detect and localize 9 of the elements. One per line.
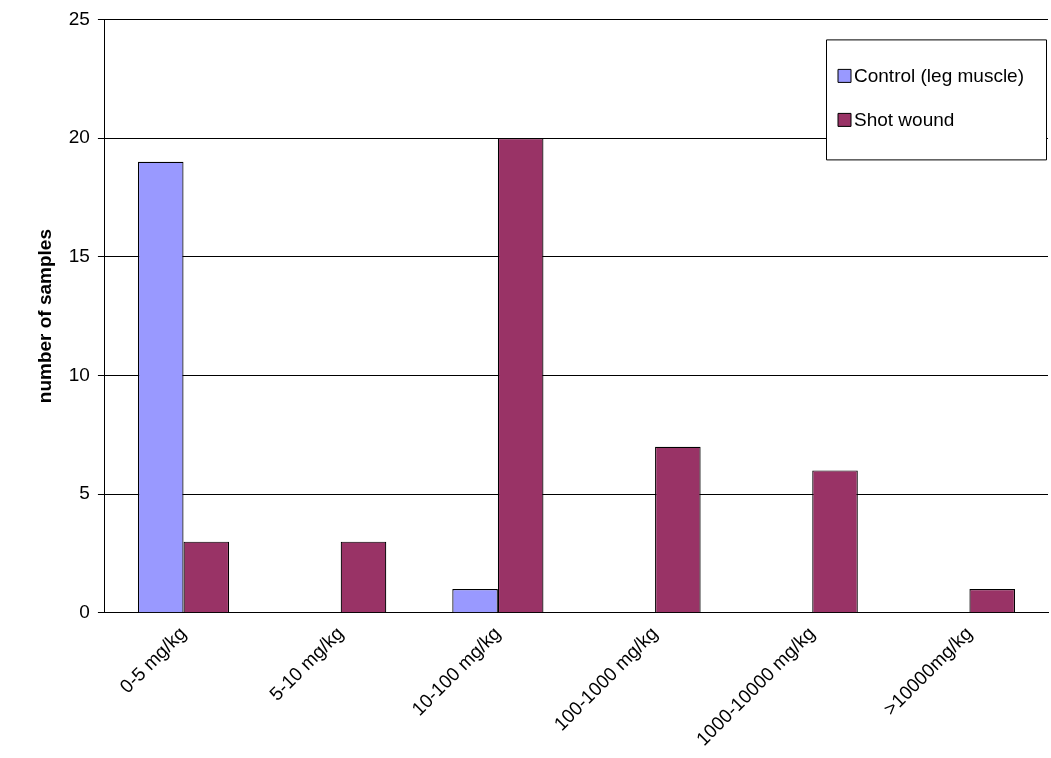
y-tick-label: 20 [68,126,90,148]
y-tick-label: 0 [79,601,90,623]
y-tick-label: 25 [68,7,90,29]
y-tick-label: 10 [68,363,90,385]
y-tick-label: 15 [68,245,90,267]
legend-label: Control (leg muscle) [854,64,1024,86]
y-tick-label: 5 [79,482,90,504]
legend-label: Shot wound [854,108,955,130]
y-axis-title: number of samples [33,229,55,404]
